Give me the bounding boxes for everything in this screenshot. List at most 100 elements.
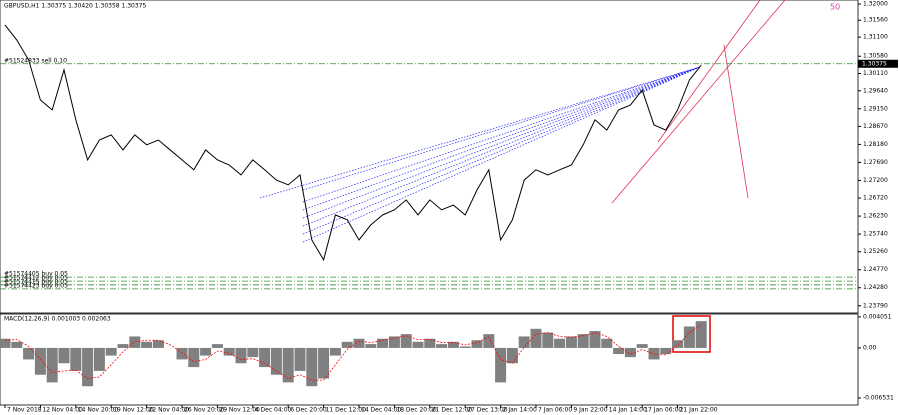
- y-tick-label: 1.27690: [863, 159, 888, 166]
- macd-bar: [247, 347, 259, 358]
- red-channel: [611, 0, 786, 204]
- macd-bar: [141, 341, 153, 348]
- x-tick-label: 21 Dec 12:00: [432, 407, 473, 414]
- x-tick-label: 17 Jan 06:00: [644, 407, 682, 414]
- y-tick-label: 1.24280: [863, 284, 888, 291]
- x-tick-label: 12 Nov 04:00: [42, 407, 83, 414]
- y-tick-label: 1.29640: [863, 87, 888, 94]
- y-tick-label: 1.27200: [863, 177, 888, 184]
- x-tick-label: 14 Nov 20:00: [78, 407, 119, 414]
- macd-bar: [506, 347, 518, 364]
- y-tick-label: 1.28180: [863, 141, 888, 148]
- price-line: [4, 24, 702, 262]
- y-tick-label: -0.006531: [863, 394, 894, 401]
- y-tick-label: 1.29150: [863, 105, 888, 112]
- macd-bar: [483, 334, 495, 348]
- macd-bar: [129, 336, 141, 348]
- x-tick-label: 22 Nov 04:00: [149, 407, 190, 414]
- macd-bar: [306, 347, 318, 387]
- macd-bar: [518, 336, 530, 348]
- last-price-label: 1.30375: [862, 60, 887, 67]
- y-tick-label: 1.28670: [863, 123, 888, 130]
- x-tick-label: 27 Dec 13:00: [467, 407, 508, 414]
- macd-frame: [0, 313, 859, 406]
- x-tick-label: 18 Dec 20:00: [396, 407, 437, 414]
- macd-bar: [565, 336, 577, 348]
- macd-bar: [152, 340, 164, 348]
- macd-bar: [235, 347, 247, 364]
- order-label: #51574405 buy 0.05: [4, 271, 68, 278]
- y-tick-label: 1.24770: [863, 266, 888, 273]
- x-tick-label: 19 Nov 12:00: [113, 407, 154, 414]
- macd-bar: [365, 344, 377, 348]
- macd-bar: [695, 321, 707, 348]
- macd-bar: [554, 338, 566, 348]
- macd-bar: [353, 338, 365, 348]
- x-tick-label: 29 Nov 12:00: [219, 407, 260, 414]
- macd-bar: [424, 338, 436, 348]
- macd-bar: [200, 347, 212, 356]
- macd-bar: [211, 344, 223, 348]
- macd-bar: [70, 347, 82, 371]
- y-tick-label: 0.004051: [863, 313, 892, 320]
- macd-bar: [176, 347, 188, 360]
- y-tick-label: 1.31100: [863, 34, 888, 41]
- x-tick-label: 7 Nov 2018: [7, 407, 42, 414]
- y-tick-label: 1.25260: [863, 248, 888, 255]
- macd-bar: [388, 336, 400, 348]
- highlight-box: [672, 315, 711, 353]
- x-tick-label: 11 Dec 12:00: [326, 407, 367, 414]
- macd-bar: [223, 347, 235, 356]
- x-tick-label: 14 Jan 14:00: [609, 407, 647, 414]
- order-label: #51574423 buy 0.05: [4, 282, 68, 289]
- y-tick-label: 1.30580: [863, 53, 888, 60]
- macd-bar: [613, 347, 625, 355]
- macd-title: MACD(12,26,9) 0.001003 0.002063: [4, 316, 111, 323]
- macd-bar: [400, 334, 412, 348]
- macd-bar: [377, 338, 389, 348]
- price-frame: [0, 0, 859, 314]
- x-tick-label: 26 Nov 20:00: [184, 407, 225, 414]
- macd-bar: [282, 347, 294, 383]
- x-tick-label: 4 Dec 04:00: [255, 407, 292, 414]
- macd-bar: [105, 347, 117, 356]
- macd-bar: [23, 347, 35, 360]
- macd-bar: [624, 347, 636, 358]
- order-label: #51574415 buy 0.05: [4, 278, 68, 285]
- last-price-box: [858, 59, 898, 68]
- macd-bar: [530, 328, 542, 348]
- macd-bar: [294, 347, 306, 371]
- macd-bar: [683, 326, 695, 348]
- macd-bar: [412, 341, 424, 348]
- macd-bar: [46, 347, 58, 383]
- macd-bar: [329, 347, 341, 356]
- macd-bar: [436, 344, 448, 348]
- macd-bar: [447, 341, 459, 348]
- x-tick-label: 2 Jan 14:00: [503, 407, 537, 414]
- macd-bar: [117, 344, 129, 348]
- macd-bar: [601, 338, 613, 348]
- order-label: #51524833 sell 0.10: [4, 57, 67, 64]
- y-tick-label: 0.00: [863, 344, 877, 351]
- macd-bar: [636, 344, 648, 348]
- order-label: #51574412 buy 0.05: [4, 275, 68, 282]
- macd-bar: [660, 347, 672, 355]
- macd-bar: [93, 347, 105, 371]
- y-tick-label: 1.23790: [863, 302, 888, 309]
- macd-bar: [341, 341, 353, 348]
- y-tick-label: 1.32000: [863, 1, 888, 8]
- macd-bar: [0, 338, 11, 348]
- y-tick-label: 1.30110: [863, 70, 888, 77]
- macd-bar: [495, 347, 507, 383]
- x-tick-label: 9 Jan 22:00: [573, 407, 607, 414]
- macd-bar: [459, 346, 471, 348]
- macd-bar: [259, 347, 271, 368]
- macd-bar: [11, 341, 23, 348]
- macd-bar: [270, 347, 282, 375]
- macd-bar: [542, 332, 554, 348]
- x-tick-label: 6 Dec 20:00: [290, 407, 327, 414]
- macd-bar: [318, 347, 330, 379]
- macd-bar: [471, 340, 483, 348]
- y-tick-label: 1.26720: [863, 195, 888, 202]
